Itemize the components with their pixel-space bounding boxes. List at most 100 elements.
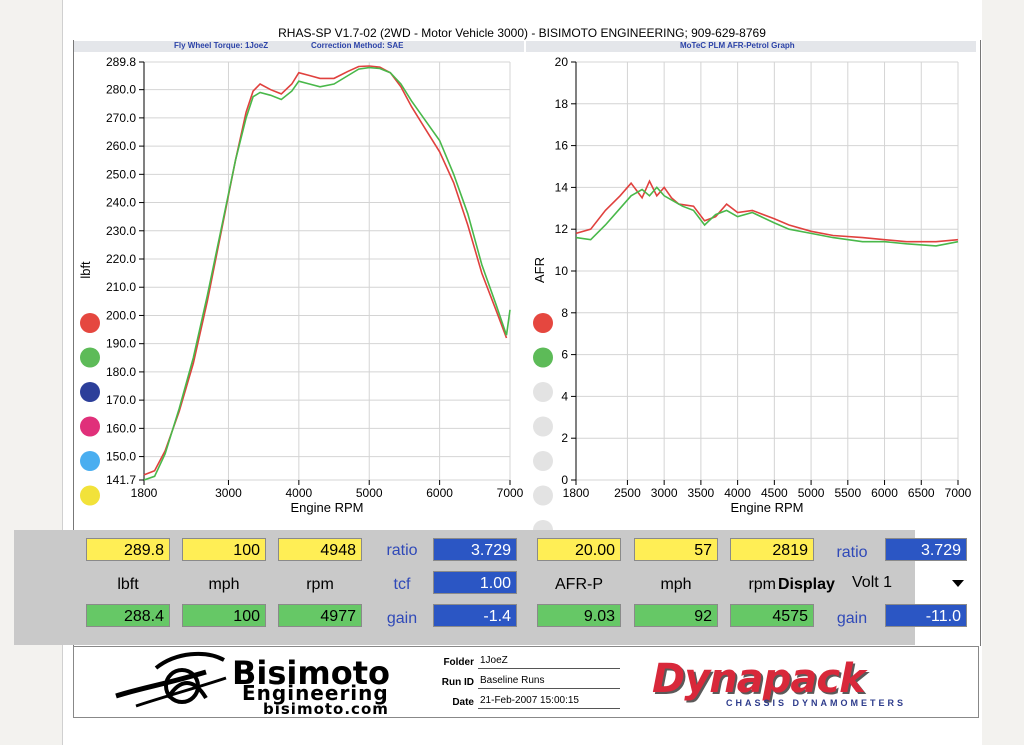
afr-gain-label: gain <box>836 610 868 627</box>
y-tick-label: 220.0 <box>106 252 136 266</box>
legend-dot[interactable] <box>533 382 553 402</box>
afr-rpm-max-value: 2819 <box>730 538 814 561</box>
y-tick-label: 250.0 <box>106 167 136 181</box>
mph-2-value: 100 <box>182 604 266 627</box>
x-tick-label: 4000 <box>724 486 751 500</box>
x-tick-label: 6000 <box>871 486 898 500</box>
afr-rpm-label: rpm <box>748 576 776 593</box>
y-axis-label: lbft <box>78 261 93 279</box>
afr-chart: 0 2 4 6 8 10 12 14 16 18 20 1800 2500 3000 3500 4000 450… <box>526 52 978 530</box>
runid-value: Baseline Runs <box>478 675 620 689</box>
series-line-2 <box>575 186 959 247</box>
afr-max-value: 20.00 <box>537 538 621 561</box>
mph-max-value: 100 <box>182 538 266 561</box>
y-tick-label: 170.0 <box>106 393 136 407</box>
afr-ratio-label: ratio <box>836 544 868 561</box>
page-title: RHAS-SP V1.7-02 (2WD - Motor Vehicle 300… <box>278 26 766 40</box>
legend-dot[interactable] <box>533 416 553 437</box>
y-tick-label: 150.0 <box>106 450 136 464</box>
brand-line-3: bisimoto.com <box>263 700 389 718</box>
afr-ratio-value: 3.729 <box>885 538 967 561</box>
x-axis-label: Engine RPM <box>291 500 364 515</box>
afr-p-label: AFR-P <box>555 576 603 593</box>
torque-chart: 289.8 280.0 270.0 260.0 250.0 240.0 230.0 220.0… <box>74 52 526 530</box>
rpm-max-value: 4948 <box>278 538 362 561</box>
ratio-label: ratio <box>386 542 418 559</box>
y-tick-label: 210.0 <box>106 280 136 294</box>
gain-value: -1.4 <box>433 604 517 627</box>
date-label: Date <box>452 697 474 708</box>
rpm-2-value: 4977 <box>278 604 362 627</box>
torque-2-value: 288.4 <box>86 604 170 627</box>
x-tick-label: 5500 <box>834 486 861 500</box>
x-tick-label: 4500 <box>761 486 788 500</box>
sheet-edge <box>62 0 63 745</box>
dynapack-subtitle: CHASSIS DYNAMOMETERS <box>726 698 907 708</box>
torque-subheader-label: Fly Wheel Torque: 1JoeZ <box>174 41 269 50</box>
chevron-down-icon[interactable] <box>952 580 964 587</box>
legend-dot[interactable] <box>80 382 100 402</box>
x-tick-label: 2500 <box>614 486 641 500</box>
y-tick-label: 190.0 <box>106 337 136 351</box>
x-tick-label: 6000 <box>426 486 453 500</box>
y-tick-label: 289.8 <box>106 55 136 69</box>
gain-label: gain <box>386 610 418 627</box>
tcf-label: tcf <box>393 576 411 593</box>
y-tick-label: 10 <box>555 264 569 278</box>
ratio-value: 3.729 <box>433 538 517 561</box>
y-tick-label: 230.0 <box>106 224 136 238</box>
y-tick-label: 240.0 <box>106 196 136 210</box>
y-tick-label: 270.0 <box>106 111 136 125</box>
bisimoto-logo-icon <box>115 651 227 708</box>
y-tick-label: 4 <box>561 389 568 403</box>
afr-mph-max-value: 57 <box>634 538 718 561</box>
display-label: Display <box>778 576 835 593</box>
date-value: 21-Feb-2007 15:00:15 <box>478 695 620 709</box>
x-tick-label: 1800 <box>563 486 590 500</box>
report-frame <box>73 40 981 646</box>
y-tick-label: 12 <box>555 222 569 236</box>
x-tick-label: 4000 <box>285 486 312 500</box>
legend-dot[interactable] <box>80 485 100 506</box>
series-line-2 <box>143 66 511 481</box>
plot-background <box>74 52 526 530</box>
y-tick-label: 0 <box>561 473 568 487</box>
x-axis-label: Engine RPM <box>731 500 804 515</box>
afr-mph-label: mph <box>660 576 692 593</box>
tcf-value: 1.00 <box>433 571 517 594</box>
y-tick-label: 2 <box>561 431 568 445</box>
y-tick-label: 280.0 <box>106 83 136 97</box>
y-tick-label: 6 <box>561 348 568 362</box>
legend-dot[interactable] <box>533 313 553 333</box>
legend-dot[interactable] <box>80 451 100 471</box>
y-tick-label: 180.0 <box>106 365 136 379</box>
display-select-value: Volt 1 <box>852 574 893 591</box>
plot-background <box>526 52 978 530</box>
legend-dot[interactable] <box>533 451 553 471</box>
dynapack-logo: Dynapack <box>652 656 866 702</box>
legend-dot[interactable] <box>533 347 553 368</box>
afr-mph-2-value: 92 <box>634 604 718 627</box>
x-tick-label: 3000 <box>215 486 242 500</box>
y-tick-label: 20 <box>555 55 569 69</box>
legend-dot[interactable] <box>533 485 553 506</box>
afr-subheader: MoTeC PLM AFR-Petrol Graph <box>526 41 976 52</box>
legend-dot[interactable] <box>80 416 100 437</box>
brand-line-1: Bisimoto <box>232 654 390 692</box>
display-select[interactable]: Volt 1 <box>852 574 962 592</box>
y-tick-label: 200.0 <box>106 308 136 322</box>
y-tick-label: 260.0 <box>106 139 136 153</box>
afr-2-value: 9.03 <box>537 604 621 627</box>
afr-gain-value: -11.0 <box>885 604 967 627</box>
legend-dot[interactable] <box>80 313 100 333</box>
folder-value: 1JoeZ <box>478 655 620 669</box>
y-axis-label: AFR <box>532 257 547 283</box>
torque-max-value: 289.8 <box>86 538 170 561</box>
rpm-label: rpm <box>306 576 334 593</box>
x-tick-label: 3000 <box>651 486 678 500</box>
legend-dot[interactable] <box>80 347 100 368</box>
x-tick-label: 1800 <box>131 486 158 500</box>
legend-dot[interactable] <box>533 520 553 530</box>
x-tick-label: 3500 <box>688 486 715 500</box>
x-tick-label: 5000 <box>356 486 383 500</box>
